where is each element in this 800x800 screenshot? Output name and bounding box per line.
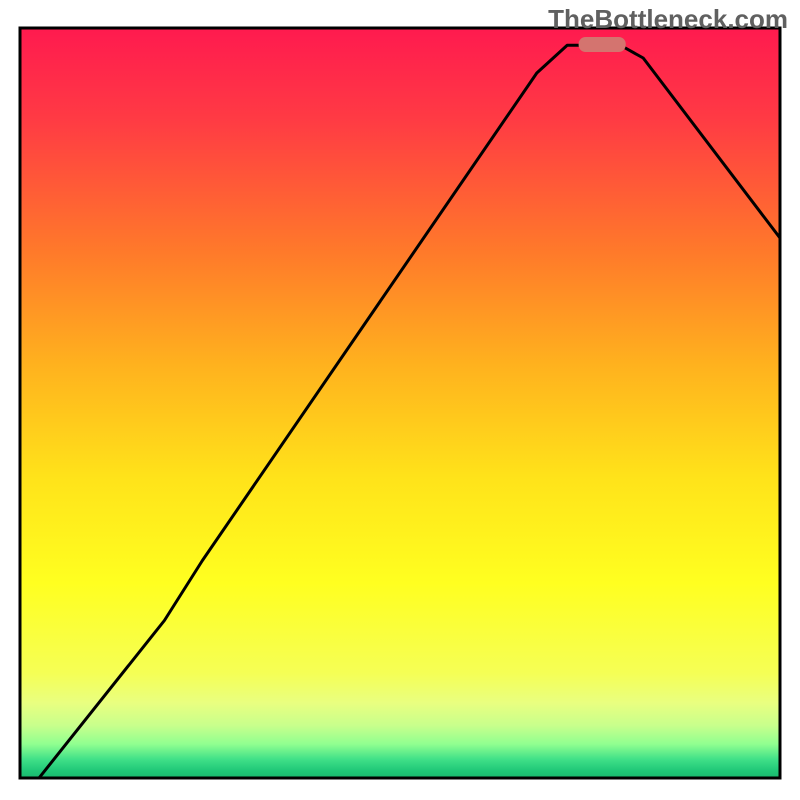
- gradient-background: [20, 28, 780, 778]
- optimum-marker: [579, 37, 626, 52]
- watermark-text: TheBottleneck.com: [548, 4, 788, 35]
- bottleneck-chart: [0, 0, 800, 800]
- chart-container: { "watermark": "TheBottleneck.com", "wat…: [0, 0, 800, 800]
